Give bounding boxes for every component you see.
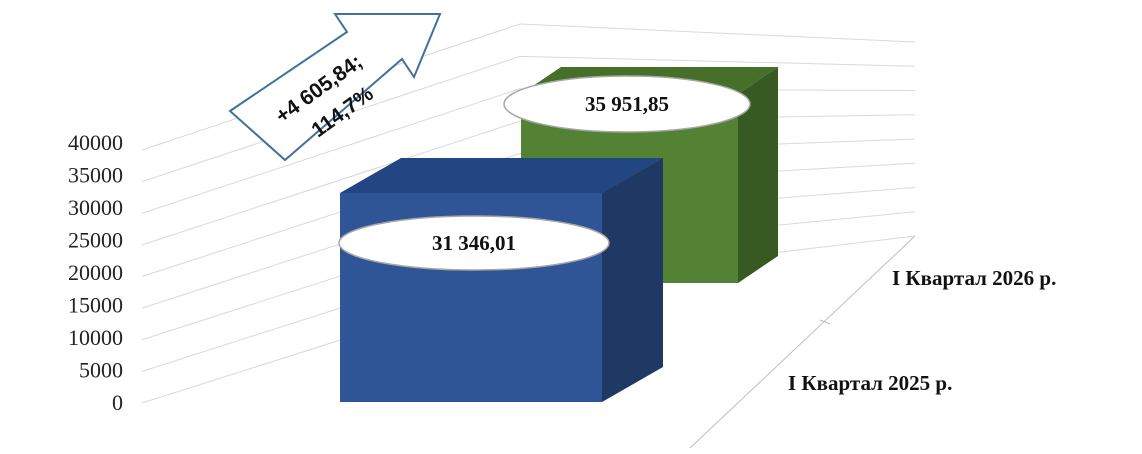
y-tick-label: 15000 — [68, 293, 123, 318]
y-tick-label: 5000 — [79, 358, 123, 383]
category-label-2026: I Квартал 2026 р. — [892, 266, 1056, 290]
bar-2025-label-bubble — [338, 215, 610, 271]
bar-2026-side — [738, 67, 778, 283]
bar-2025: 31 346,01 — [338, 158, 663, 402]
y-axis-tick-labels: 0 5000 10000 15000 20000 25000 30000 35000 40000 — [68, 130, 123, 415]
arrow-shape — [228, 13, 442, 162]
gridline — [141, 88, 916, 214]
y-tick-label: 40000 — [68, 130, 123, 155]
gridlines — [141, 23, 916, 449]
depth-axis-tick — [819, 319, 831, 325]
y-tick-label: 35000 — [68, 163, 123, 188]
bars: 35 951,85 31 346,01 — [338, 67, 778, 402]
y-tick-label: 20000 — [68, 260, 123, 285]
y-tick-label: 30000 — [68, 195, 123, 220]
y-tick-label: 10000 — [68, 325, 123, 350]
bar-2026-data-label: 35 951,85 — [585, 92, 669, 116]
category-label-2025: I Квартал 2025 р. — [788, 371, 952, 395]
change-arrow-annotation: +4 605,84; 114,7% — [228, 13, 442, 162]
gridline — [141, 114, 916, 246]
y-tick-label: 25000 — [68, 228, 123, 253]
bar-2025-top — [340, 158, 663, 193]
bar-2026-label-bubble — [503, 75, 751, 133]
y-tick-label: 0 — [112, 390, 123, 415]
bar-2025-data-label: 31 346,01 — [432, 231, 516, 255]
depth-axis — [689, 235, 916, 449]
gridline — [141, 138, 916, 277]
bar-2025-side — [602, 158, 663, 402]
